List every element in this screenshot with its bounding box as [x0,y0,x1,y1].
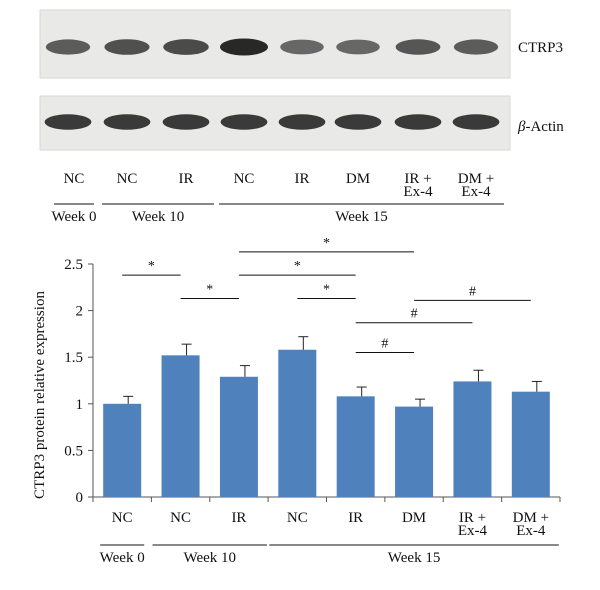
ctrp3-bands [45,38,499,56]
blot-band [220,38,268,56]
bar [453,381,492,497]
y-tick-label: 1 [76,397,84,413]
error-bars [123,336,542,407]
x-axis-group-labels: Week 0 Week 10 Week 15 [100,544,559,566]
blot-band [336,39,380,55]
blot-lane-label: DM [346,171,370,187]
significance-symbol: * [294,259,301,274]
blot-strip-actin: β-Actin [39,95,564,151]
significance-symbol: # [411,307,418,322]
bar [278,349,317,497]
y-tick-label: 0.5 [64,443,83,459]
x-tick-label: IR [231,510,246,526]
y-tick-label: 1.5 [64,350,83,366]
blot-lane-label: IR [179,171,194,187]
x-tick-label: NC [112,510,133,526]
y-tick-label: 2.5 [64,257,83,273]
bar [161,355,200,497]
blot-lane-label: NC [234,171,255,187]
bar [336,396,375,497]
bar [511,391,550,497]
blot-band [395,39,441,55]
actin-bands [44,114,500,130]
x-tick-label-line2: Ex-4 [458,523,488,539]
blot-band [280,39,324,55]
y-tick-label: 2 [76,304,84,320]
bar [219,376,258,497]
blot-lane-label-line2: Ex-4 [461,184,491,200]
blot-lane-label: NC [117,171,138,187]
significance-symbol: * [206,282,213,297]
bar [395,406,434,497]
actin-label-prefix: β [517,119,526,135]
blot-band [103,114,151,130]
blot-band [163,39,209,55]
y-axis-label: CTRP3 protein relative expression [32,291,48,499]
blot-lane-labels: NC NC IR NC IR DM IR +Ex-4DM +Ex-4 [64,171,495,200]
blot-lane-label: DM + [458,171,494,187]
bar-series [103,349,550,497]
x-group-label: Week 0 [100,550,145,566]
x-tick-label: IR [348,510,363,526]
x-tick-label: NC [287,510,308,526]
blot-strip-ctrp3: CTRP3 [39,9,563,79]
blot-group-label: Week 15 [335,209,388,225]
ctrp3-label: CTRP3 [518,40,563,56]
bar [103,403,142,497]
blot-band [44,114,92,130]
x-tick-label-line2: Ex-4 [516,523,546,539]
blot-group-label: Week 0 [51,209,96,225]
significance-symbol: # [469,284,476,299]
blot-band [162,114,210,130]
significance-symbol: * [323,236,330,251]
blot-band [220,114,268,130]
blot-lane-label-line2: Ex-4 [403,184,433,200]
blot-band [452,114,500,130]
western-blot-panel: CTRP3 β-Actin NC NC IR NC IR DM IR +Ex-4DM +Ex… [39,9,564,225]
blot-lane-label: NC [64,171,85,187]
blot-group-labels: Week 0 Week 10 Week 15 [51,203,504,225]
x-tick-label: IR + [459,510,486,526]
blot-band [334,114,382,130]
x-tick-label: DM + [513,510,549,526]
actin-label: β-Actin [517,119,564,135]
actin-label-suffix: -Actin [525,119,564,135]
significance-symbol: * [323,282,330,297]
significance-symbol: * [148,259,155,274]
bar-chart: CTRP3 protein relative expression 0 0.5 1 1… [32,236,561,566]
blot-group-label: Week 10 [132,209,185,225]
significance-symbol: # [381,337,388,352]
blot-lane-label: IR [295,171,310,187]
blot-band [453,39,499,55]
blot-band [104,39,150,55]
blot-band [394,114,442,130]
blot-band [278,114,326,130]
y-tick-label: 0 [76,490,84,506]
x-tick-label: DM [402,510,426,526]
blot-band [45,39,91,55]
x-axis-labels: NC NC IR NC IR DM IR +Ex-4DM +Ex-4 [112,510,549,539]
significance-annotations: * * * * * # # # [122,236,531,354]
blot-lane-label: IR + [404,171,431,187]
x-group-label: Week 10 [183,550,236,566]
x-group-label: Week 15 [388,550,441,566]
x-tick-label: NC [170,510,191,526]
